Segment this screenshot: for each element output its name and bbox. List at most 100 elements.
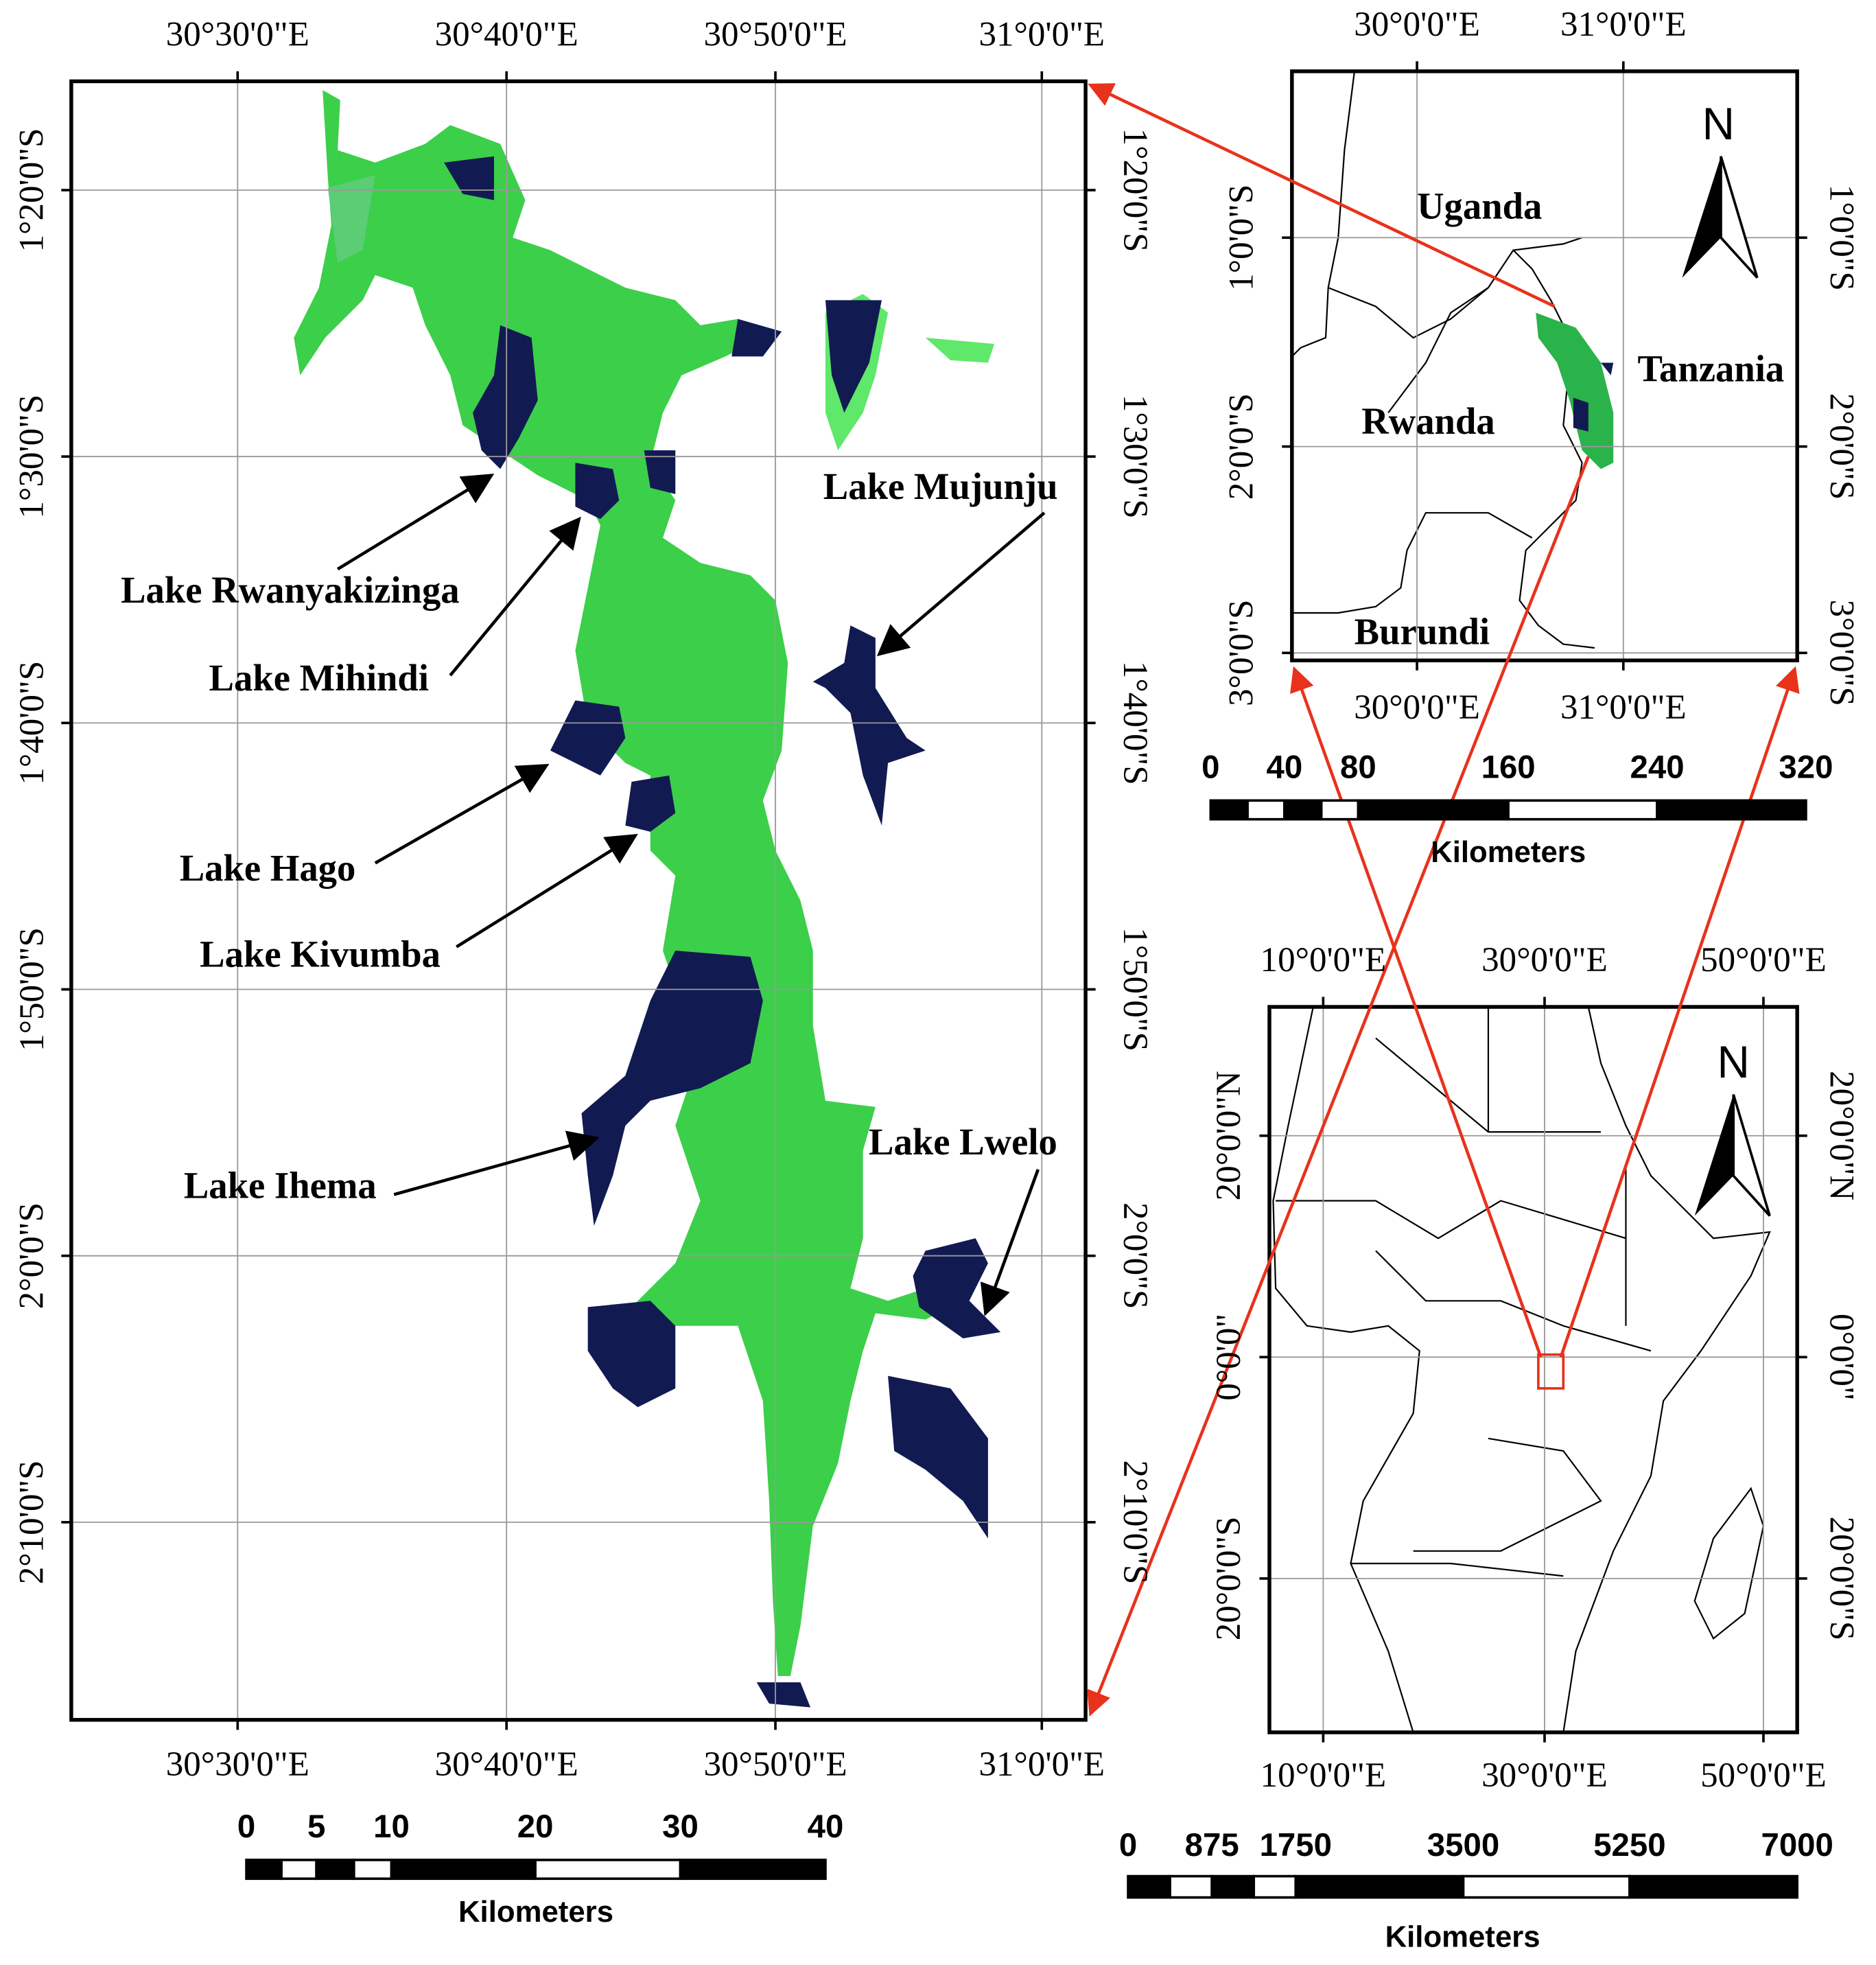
- country-label: Burundi: [1355, 610, 1490, 652]
- scale-label: 875: [1185, 1827, 1239, 1863]
- scale-segment: [1127, 1874, 1171, 1899]
- north-label: N: [1717, 1037, 1750, 1087]
- regional-lakes: [1573, 362, 1614, 432]
- scale-segment: [315, 1859, 355, 1881]
- label-arrow: [336, 474, 495, 571]
- scale-segment: [352, 1859, 393, 1881]
- lat-label: 2°10'0"S: [1116, 1460, 1154, 1584]
- leader-line: [1087, 456, 1590, 1717]
- madagascar: [1693, 1487, 1765, 1640]
- wetland: [925, 338, 995, 363]
- scale-segment: [245, 1859, 283, 1881]
- scale-segment: [1462, 1874, 1631, 1899]
- leader-lines: [1087, 83, 1800, 1717]
- lake: [644, 450, 676, 494]
- north-label: N: [1702, 99, 1735, 149]
- north-arrow: [1694, 1094, 1771, 1217]
- lat-label: 1°30'0"S: [13, 395, 51, 519]
- scale-unit: Kilometers: [1431, 835, 1586, 869]
- lake: [587, 1301, 676, 1408]
- label-arrow: [374, 764, 550, 865]
- lake: [550, 700, 626, 776]
- country-label: Tanzania: [1638, 348, 1785, 390]
- lat-label: 2°0'0"S: [1222, 393, 1261, 500]
- scale-segment: [1169, 1874, 1213, 1899]
- scale-segment: [534, 1859, 682, 1881]
- wetland: [327, 175, 375, 263]
- border: [1291, 71, 1356, 358]
- scale-segment: [1209, 799, 1249, 821]
- africa-frame: [1267, 1005, 1799, 1734]
- label-arrow: [876, 511, 1046, 657]
- lon-label: 31°0'0"E: [978, 15, 1105, 54]
- lon-label: 50°0'0"E: [1700, 941, 1827, 979]
- lake: [756, 1682, 811, 1708]
- lat-label: 20°0'0"S: [1210, 1516, 1248, 1640]
- lake: [825, 300, 882, 413]
- scale-segment: [1283, 799, 1323, 821]
- label-arrow: [980, 1169, 1040, 1316]
- main-imagery: [294, 90, 1001, 1708]
- lon-label: 30°0'0"E: [1481, 1756, 1608, 1795]
- arrow-right: [1720, 156, 1759, 279]
- scale-segment: [280, 1859, 318, 1881]
- lon-label: 31°0'0"E: [1560, 688, 1687, 727]
- scale-segment: [1357, 799, 1510, 821]
- lake: [444, 156, 494, 200]
- lat-label: 1°40'0"S: [1116, 661, 1154, 785]
- lake-label: Lake Rwanyakizinga: [121, 569, 460, 611]
- lat-label: 0°0'0": [1822, 1314, 1861, 1401]
- lon-label: 30°30'0"E: [166, 15, 309, 54]
- lake: [625, 775, 676, 832]
- regional-wetland: [1536, 312, 1614, 469]
- arrow-right: [1732, 1094, 1771, 1217]
- lake: [581, 951, 763, 1226]
- scale-segment: [679, 1859, 827, 1881]
- lon-label: 30°40'0"E: [435, 15, 578, 54]
- lake-label: Lake Ihema: [184, 1165, 377, 1207]
- border: [1328, 237, 1583, 339]
- scale-label: 40: [808, 1809, 844, 1845]
- lat-label: 3°0'0"S: [1822, 600, 1861, 706]
- lake-label: Lake Mujunju: [823, 465, 1058, 507]
- lake: [888, 1375, 988, 1539]
- lake-label: Lake Kivumba: [200, 933, 441, 975]
- country-label: Uganda: [1417, 185, 1542, 227]
- lat-label: 1°20'0"S: [13, 128, 51, 253]
- scale-segment: [1507, 799, 1658, 821]
- lon-label: 50°0'0"E: [1700, 1756, 1827, 1795]
- lon-label: 30°40'0"E: [435, 1745, 578, 1784]
- lon-label: 31°0'0"E: [978, 1745, 1105, 1784]
- main-grid: [61, 71, 1096, 1730]
- scale-label: 3500: [1427, 1827, 1499, 1863]
- lake: [731, 318, 782, 357]
- scale-label: 320: [1779, 749, 1833, 785]
- scale-label: 0: [237, 1809, 255, 1845]
- border: [1291, 512, 1533, 614]
- lat-label: 20°0'0"N: [1822, 1071, 1861, 1200]
- lat-label: 1°50'0"S: [13, 927, 51, 1051]
- scale-label: 0: [1119, 1827, 1137, 1863]
- scale-label: 20: [517, 1809, 554, 1845]
- scale-label: 30: [662, 1809, 699, 1845]
- lat-label: 1°0'0"S: [1222, 185, 1261, 291]
- africa-grid: [1259, 997, 1807, 1743]
- lon-label: 31°0'0"E: [1560, 5, 1687, 44]
- labels: 30°30'0"E 30°30'0"E 30°40'0"E 30°40'0"E 30°5…: [13, 5, 1861, 1953]
- scale-label: 40: [1267, 749, 1303, 785]
- country-label: Rwanda: [1361, 400, 1494, 442]
- lon-label: 10°0'0"E: [1261, 1756, 1387, 1795]
- lake: [575, 463, 620, 520]
- lon-label: 30°50'0"E: [703, 1745, 847, 1784]
- wetland: [294, 90, 963, 1677]
- lat-label: 20°0'0"N: [1210, 1071, 1248, 1200]
- scale-segment: [1210, 1874, 1256, 1899]
- scale-label: 5250: [1593, 1827, 1665, 1863]
- lat-label: 1°50'0"S: [1116, 927, 1154, 1051]
- africa-outline: [1272, 1006, 1771, 1733]
- lakes: [444, 156, 1001, 1708]
- border: [1387, 287, 1489, 414]
- scale-unit: Kilometers: [458, 1895, 613, 1929]
- scale-label: 240: [1630, 749, 1685, 785]
